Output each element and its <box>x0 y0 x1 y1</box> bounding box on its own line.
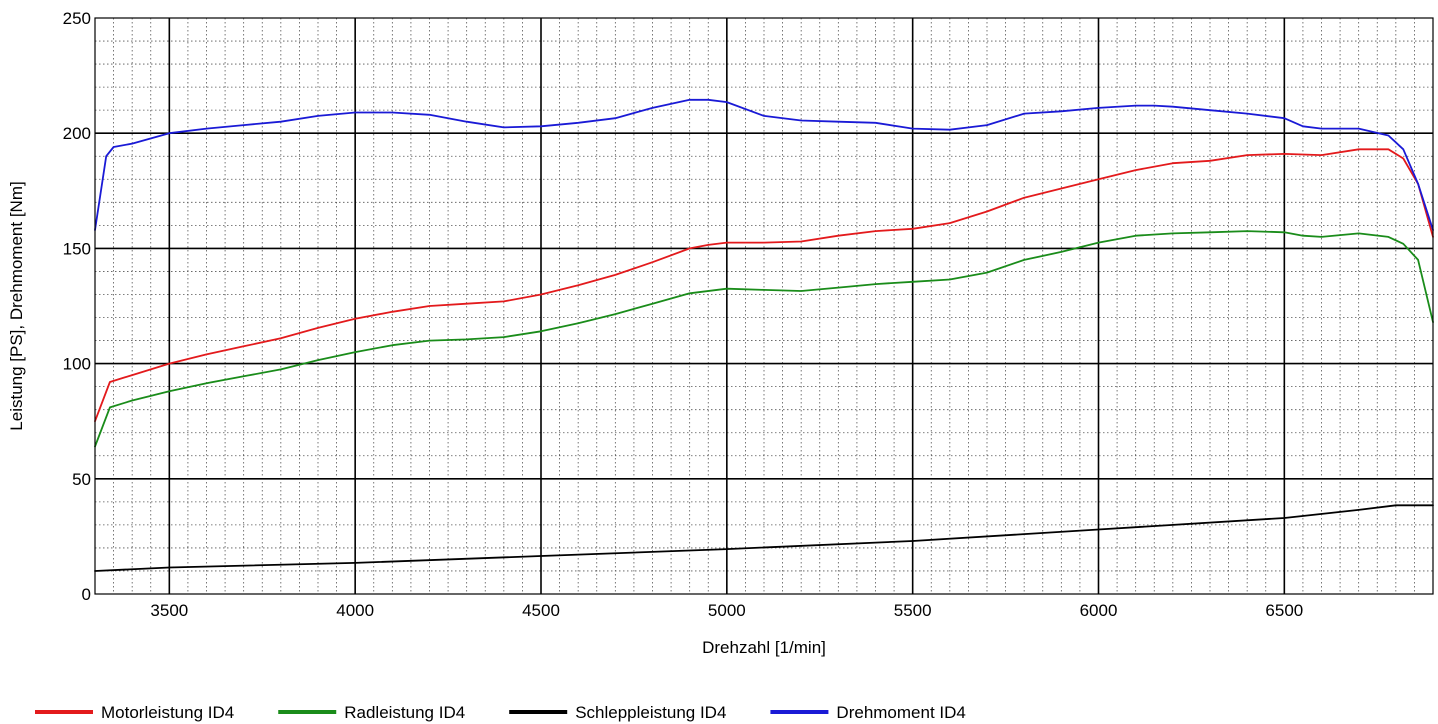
series-line-1 <box>94 148 1434 423</box>
y-tick-label: 0 <box>82 585 91 604</box>
x-tick-label: 5000 <box>708 601 746 620</box>
y-tick-label: 100 <box>63 355 91 374</box>
y-tick-label: 200 <box>63 124 91 143</box>
legend-label-4: Drehmoment ID4 <box>836 703 965 722</box>
x-axis-ticks: 3500 4000 4500 5000 5500 6000 6500 <box>150 601 1303 620</box>
x-tick-label: 4500 <box>522 601 560 620</box>
y-tick-label: 50 <box>72 470 91 489</box>
x-tick-label: 6000 <box>1080 601 1118 620</box>
y-tick-label: 250 <box>63 9 91 28</box>
legend-label-2: Radleistung ID4 <box>344 703 465 722</box>
series-layer <box>94 98 1434 572</box>
x-tick-label: 4000 <box>336 601 374 620</box>
x-tick-label: 6500 <box>1265 601 1303 620</box>
minor-grid <box>94 18 1434 594</box>
x-tick-label: 3500 <box>150 601 188 620</box>
legend-label-3: Schleppleistung ID4 <box>575 703 726 722</box>
y-tick-label: 150 <box>63 239 91 258</box>
plot-frame <box>94 17 1434 595</box>
legend-label-1: Motorleistung ID4 <box>101 703 234 722</box>
y-axis-title: Leistung [PS], Drehmoment [Nm] <box>7 181 26 430</box>
series-line-2 <box>94 230 1434 448</box>
y-axis-ticks: 0 50 100 150 200 250 <box>63 9 91 604</box>
major-grid <box>95 18 1433 594</box>
series-line-4 <box>94 98 1434 231</box>
x-tick-label: 5500 <box>894 601 932 620</box>
legend: Motorleistung ID4 Radleistung ID4 Schleppl… <box>35 703 966 722</box>
series-line-3 <box>94 504 1434 572</box>
x-axis-title: Drehzahl [1/min] <box>702 638 826 657</box>
